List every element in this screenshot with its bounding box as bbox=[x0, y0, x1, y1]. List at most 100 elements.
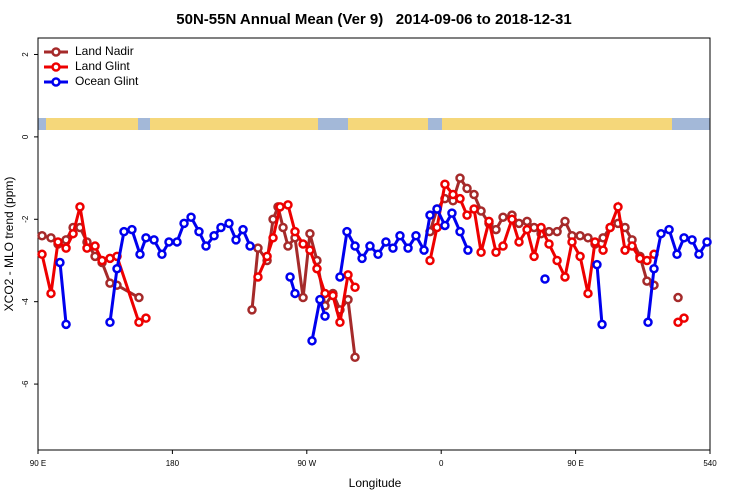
point bbox=[285, 272, 295, 282]
point bbox=[529, 251, 539, 262]
point bbox=[141, 233, 151, 243]
point bbox=[522, 216, 532, 227]
point bbox=[484, 216, 494, 227]
point bbox=[560, 272, 570, 282]
point bbox=[642, 255, 652, 266]
legend-marker bbox=[51, 62, 61, 72]
point bbox=[673, 292, 683, 303]
x-tick-label: 180 bbox=[166, 459, 180, 468]
point bbox=[702, 237, 712, 247]
x-tick-label: 90 W bbox=[297, 459, 316, 468]
point bbox=[194, 226, 204, 237]
point bbox=[231, 235, 241, 245]
point bbox=[298, 292, 308, 303]
point bbox=[61, 319, 71, 330]
point bbox=[620, 245, 630, 255]
point bbox=[82, 243, 92, 253]
point bbox=[403, 243, 413, 253]
point bbox=[134, 292, 144, 303]
legend-marker bbox=[51, 47, 61, 57]
point bbox=[643, 317, 653, 328]
point bbox=[440, 179, 450, 190]
point bbox=[90, 241, 100, 251]
y-tick-label: -2 bbox=[21, 215, 30, 223]
point bbox=[447, 208, 457, 218]
point bbox=[141, 313, 151, 323]
point bbox=[135, 249, 145, 260]
point bbox=[262, 251, 272, 262]
point bbox=[463, 245, 473, 255]
point bbox=[590, 237, 600, 247]
legend-label: Ocean Glint bbox=[75, 74, 139, 88]
point bbox=[649, 263, 659, 274]
point bbox=[61, 243, 71, 253]
point bbox=[253, 272, 263, 282]
point bbox=[127, 224, 137, 235]
point bbox=[544, 226, 554, 237]
point bbox=[462, 183, 472, 194]
y-tick-label: -6 bbox=[21, 380, 30, 388]
point bbox=[440, 220, 450, 231]
point bbox=[673, 317, 683, 328]
point bbox=[290, 226, 300, 237]
legend-label: Land Nadir bbox=[75, 44, 134, 58]
point bbox=[656, 228, 666, 239]
point bbox=[552, 255, 562, 266]
point bbox=[68, 228, 78, 239]
legend-marker bbox=[51, 77, 61, 87]
point bbox=[694, 249, 704, 260]
point bbox=[597, 319, 607, 330]
point bbox=[305, 245, 315, 255]
point bbox=[283, 200, 293, 210]
point bbox=[365, 241, 375, 251]
point bbox=[544, 239, 554, 249]
point bbox=[642, 276, 652, 286]
land-ocean-strip bbox=[38, 118, 710, 130]
point bbox=[540, 274, 550, 284]
point bbox=[514, 237, 524, 247]
point bbox=[298, 239, 308, 249]
point bbox=[575, 231, 585, 241]
point bbox=[507, 214, 517, 225]
point bbox=[320, 311, 330, 321]
y-tick-label: -4 bbox=[21, 298, 30, 306]
point bbox=[275, 202, 285, 212]
point bbox=[305, 228, 315, 239]
point bbox=[419, 245, 429, 255]
point bbox=[46, 288, 56, 299]
point bbox=[522, 224, 532, 235]
point bbox=[592, 259, 602, 270]
point bbox=[373, 249, 383, 260]
point bbox=[395, 231, 405, 241]
point bbox=[335, 272, 345, 282]
point bbox=[157, 249, 167, 260]
point bbox=[307, 336, 317, 346]
x-tick-label: 90 E bbox=[567, 459, 583, 468]
point bbox=[37, 231, 47, 241]
point bbox=[476, 247, 486, 257]
point bbox=[53, 237, 63, 247]
point bbox=[491, 247, 501, 257]
point bbox=[186, 212, 196, 222]
point bbox=[216, 222, 226, 233]
point bbox=[469, 204, 479, 214]
point bbox=[455, 226, 465, 237]
point bbox=[105, 317, 115, 328]
chart-title: 50N-55N Annual Mean (Ver 9) 2014-09-06 t… bbox=[176, 11, 571, 28]
point bbox=[112, 263, 122, 274]
point bbox=[278, 222, 288, 233]
point bbox=[350, 352, 360, 363]
point bbox=[583, 233, 593, 243]
point bbox=[164, 237, 174, 247]
point bbox=[664, 224, 674, 235]
point bbox=[247, 305, 257, 315]
point bbox=[627, 241, 637, 251]
point bbox=[432, 222, 442, 233]
y-tick-label: 0 bbox=[21, 134, 30, 139]
x-tick-label: 90 E bbox=[30, 459, 46, 468]
point bbox=[388, 243, 398, 253]
point bbox=[514, 218, 524, 229]
point bbox=[350, 282, 360, 293]
point bbox=[75, 202, 85, 212]
